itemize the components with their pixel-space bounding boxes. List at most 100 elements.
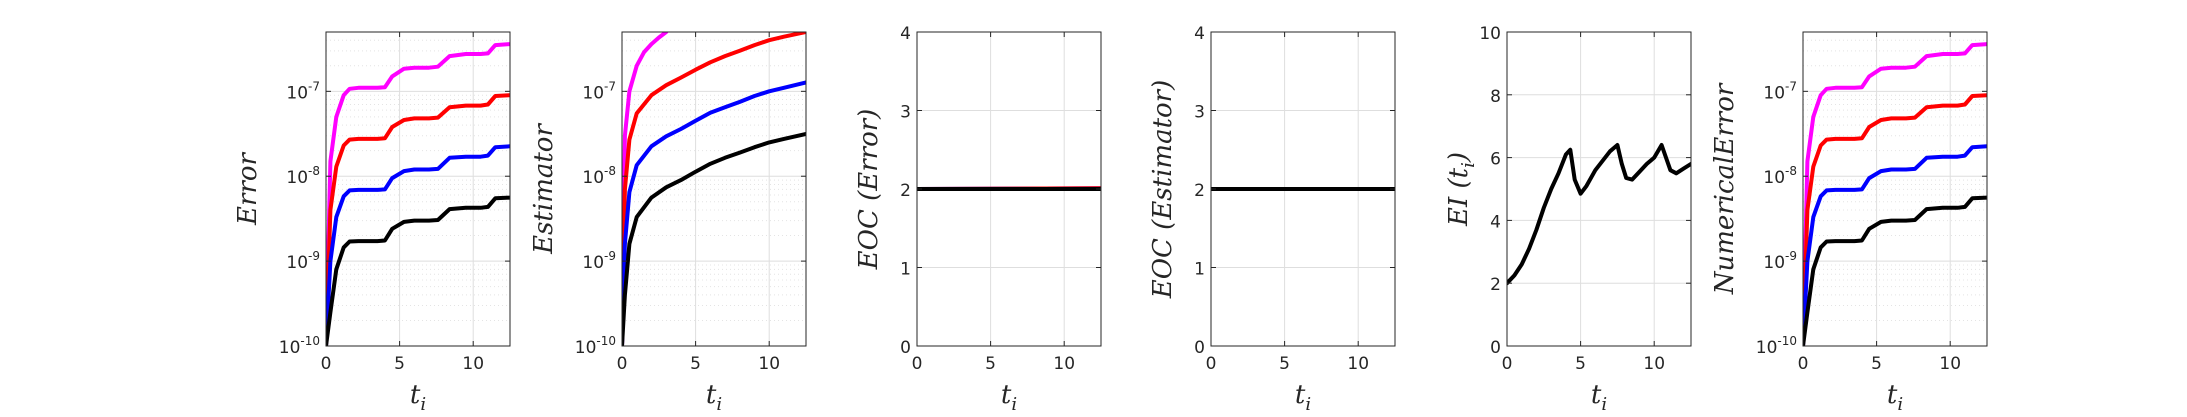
x-tick-label: 0: [1798, 354, 1809, 374]
y-tick-label: 10-8: [286, 164, 320, 188]
y-tick-base: 0: [1194, 338, 1205, 358]
y-tick-label: 4: [900, 24, 911, 44]
x-axis-label: ti: [410, 380, 426, 415]
series-line-4: [1803, 195, 1987, 346]
y-tick-base: 6: [1490, 150, 1501, 170]
x-tick-label: 0: [1502, 354, 1513, 374]
y-tick-label: 10: [1479, 24, 1501, 44]
label-main: t: [1591, 380, 1602, 410]
x-axis-label: ti: [1887, 380, 1903, 415]
y-axis-label: EI (ti): [1444, 152, 1479, 227]
y-tick-base: 0: [1490, 338, 1501, 358]
y-tick-label: 10-10: [279, 334, 320, 358]
y-tick-exponent: -7: [1785, 79, 1797, 93]
x-tick-label: 5: [1279, 354, 1290, 374]
label-subscript: i: [1458, 162, 1479, 168]
y-tick-label: 0: [1490, 338, 1501, 358]
x-axis-label: ti: [1295, 380, 1311, 415]
x-axis-label: ti: [706, 380, 722, 415]
y-tick-base: 10: [286, 168, 308, 188]
label-main: EI (t: [1444, 167, 1474, 227]
y-tick-base: 3: [1194, 103, 1205, 123]
y-tick-label: 10-9: [1763, 249, 1797, 273]
y-tick-label: 2: [1194, 181, 1205, 201]
y-tick-base: 4: [1194, 24, 1205, 44]
y-tick-label: 1: [900, 260, 911, 280]
y-tick-base: 2: [1194, 181, 1205, 201]
series-line-2: [1803, 93, 1987, 346]
y-tick-base: 1: [900, 260, 911, 280]
series-line-3: [622, 80, 806, 346]
y-tick-label: 10-8: [1763, 164, 1797, 188]
series-line-3: [326, 144, 510, 346]
y-tick-base: 10: [1763, 83, 1785, 103]
y-axis-label: Estimator: [529, 123, 559, 255]
y-tick-base: 10: [1763, 253, 1785, 273]
axes-box: [1802, 31, 1988, 347]
x-tick-label: 0: [617, 354, 628, 374]
x-tick-label: 5: [985, 354, 996, 374]
series-line-4: [622, 131, 806, 346]
label-main: t: [1887, 380, 1898, 410]
series-line-1: [1507, 143, 1691, 286]
y-tick-base: 10: [1479, 24, 1501, 44]
plot-area: [1507, 32, 1691, 346]
label-subscript: i: [1601, 394, 1607, 415]
label-main: t: [410, 380, 421, 410]
y-tick-base: 3: [900, 103, 911, 123]
x-tick-label: 0: [912, 354, 923, 374]
y-tick-label: 10-7: [582, 79, 616, 103]
series-line-4: [326, 195, 510, 346]
y-tick-exponent: -9: [308, 249, 320, 263]
y-tick-base: 10: [582, 83, 604, 103]
y-tick-base: 10: [582, 253, 604, 273]
label-subscript: i: [716, 394, 722, 415]
series-line-2: [622, 32, 806, 346]
label-rest: ): [1444, 152, 1474, 163]
y-tick-base: 10: [286, 83, 308, 103]
label-main: t: [1295, 380, 1306, 410]
y-tick-label: 0: [900, 338, 911, 358]
axes-box: [1506, 31, 1692, 347]
series-line-1: [326, 42, 510, 346]
chart-panel-3: 0 5 10 0 1 2 3 4 ti EOC (Error): [854, 24, 1102, 415]
series-line-1: [1803, 42, 1987, 346]
y-tick-label: 10-8: [582, 164, 616, 188]
y-tick-label: 10-9: [286, 249, 320, 273]
y-tick-label: 2: [900, 181, 911, 201]
x-tick-label: 5: [1871, 354, 1882, 374]
y-tick-label: 10-7: [1763, 79, 1797, 103]
y-tick-exponent: -10: [300, 334, 320, 348]
x-tick-label: 0: [1206, 354, 1217, 374]
y-tick-exponent: -8: [1785, 164, 1797, 178]
x-tick-label: 10: [758, 354, 780, 374]
y-tick-base: 10: [279, 338, 301, 358]
x-tick-label: 5: [394, 354, 405, 374]
axes-box: [621, 31, 807, 347]
y-tick-base: 4: [900, 24, 911, 44]
y-axis-label: EOC (Estimator): [1148, 80, 1178, 300]
y-tick-exponent: -8: [308, 164, 320, 178]
label-subscript: i: [1305, 394, 1311, 415]
x-tick-label: 10: [462, 354, 484, 374]
y-tick-label: 10-10: [575, 334, 616, 358]
y-tick-base: 0: [900, 338, 911, 358]
y-tick-label: 4: [1194, 24, 1205, 44]
y-tick-exponent: -9: [604, 249, 616, 263]
label-main: t: [706, 380, 717, 410]
x-tick-label: 0: [321, 354, 332, 374]
x-tick-label: 10: [1053, 354, 1075, 374]
y-tick-label: 3: [900, 103, 911, 123]
label-subscript: i: [420, 394, 426, 415]
y-tick-base: 10: [1763, 168, 1785, 188]
y-tick-base: 10: [286, 253, 308, 273]
y-tick-exponent: -7: [604, 79, 616, 93]
y-axis-label: NumericalError: [1710, 82, 1740, 295]
y-tick-label: 10-9: [582, 249, 616, 273]
series-line-3: [1803, 144, 1987, 346]
y-tick-base: 4: [1490, 212, 1501, 232]
series-line-1: [622, 32, 669, 346]
